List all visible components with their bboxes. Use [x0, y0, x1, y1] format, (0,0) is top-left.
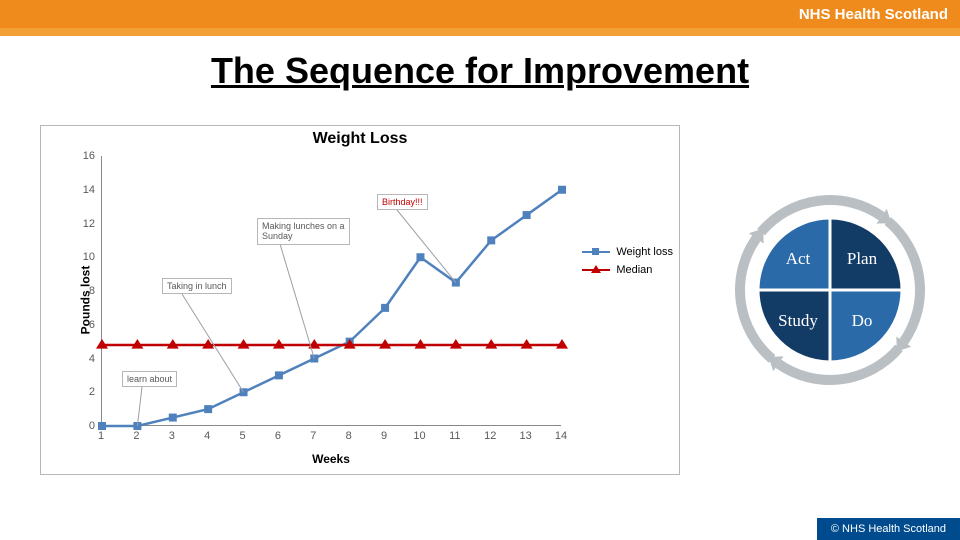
pdsa-plan-label: Plan — [847, 249, 878, 268]
x-tick-label: 1 — [98, 430, 104, 442]
legend-item: Weight loss — [582, 246, 673, 258]
chart-annotation: Taking in lunch — [162, 278, 232, 294]
chart-legend: Weight loss Median — [582, 246, 673, 282]
y-tick-label: 14 — [83, 184, 95, 196]
x-tick-label: 3 — [169, 430, 175, 442]
y-tick-label: 6 — [89, 319, 95, 331]
chart-title: Weight Loss — [41, 126, 679, 148]
pdsa-study-label: Study — [778, 311, 818, 330]
legend-label: Median — [616, 264, 652, 276]
pdsa-do-label: Do — [852, 311, 873, 330]
x-tick-label: 6 — [275, 430, 281, 442]
page-title: The Sequence for Improvement — [0, 50, 960, 92]
x-tick-label: 7 — [310, 430, 316, 442]
x-tick-label: 14 — [555, 430, 567, 442]
y-tick-label: 4 — [89, 353, 95, 365]
x-tick-label: 5 — [239, 430, 245, 442]
pdsa-wheel: Act Plan Do Study — [730, 190, 930, 390]
legend-item: Median — [582, 264, 673, 276]
chart-annotation: Birthday!!! — [377, 194, 428, 210]
y-tick-label: 10 — [83, 251, 95, 263]
x-tick-label: 2 — [133, 430, 139, 442]
y-tick-label: 2 — [89, 386, 95, 398]
header-bar: NHS Health Scotland — [0, 0, 960, 36]
chart-x-ticks: 1234567891011121314 — [101, 430, 561, 450]
y-tick-label: 8 — [89, 285, 95, 297]
y-tick-label: 16 — [83, 150, 95, 162]
x-tick-label: 9 — [381, 430, 387, 442]
chart-y-ticks: 0246810121416 — [69, 156, 99, 426]
footer-copyright: © NHS Health Scotland — [817, 518, 960, 540]
y-tick-label: 0 — [89, 420, 95, 432]
brand-text: NHS Health Scotland — [799, 6, 948, 23]
x-tick-label: 13 — [519, 430, 531, 442]
chart-plot-area: learn about Taking in lunch Making lunches… — [101, 156, 561, 426]
x-tick-label: 11 — [449, 430, 460, 442]
x-tick-label: 4 — [204, 430, 210, 442]
x-tick-label: 12 — [484, 430, 496, 442]
x-tick-label: 10 — [413, 430, 425, 442]
legend-label: Weight loss — [616, 246, 673, 258]
x-tick-label: 8 — [346, 430, 352, 442]
y-tick-label: 12 — [83, 218, 95, 230]
pdsa-act-label: Act — [786, 249, 811, 268]
chart-annotation: learn about — [122, 371, 177, 387]
chart-x-axis-label: Weeks — [101, 452, 561, 466]
weight-loss-chart: Weight Loss Pounds lost 0246810121416 le… — [40, 125, 680, 475]
chart-annotation: Making lunches on aSunday — [257, 218, 350, 245]
